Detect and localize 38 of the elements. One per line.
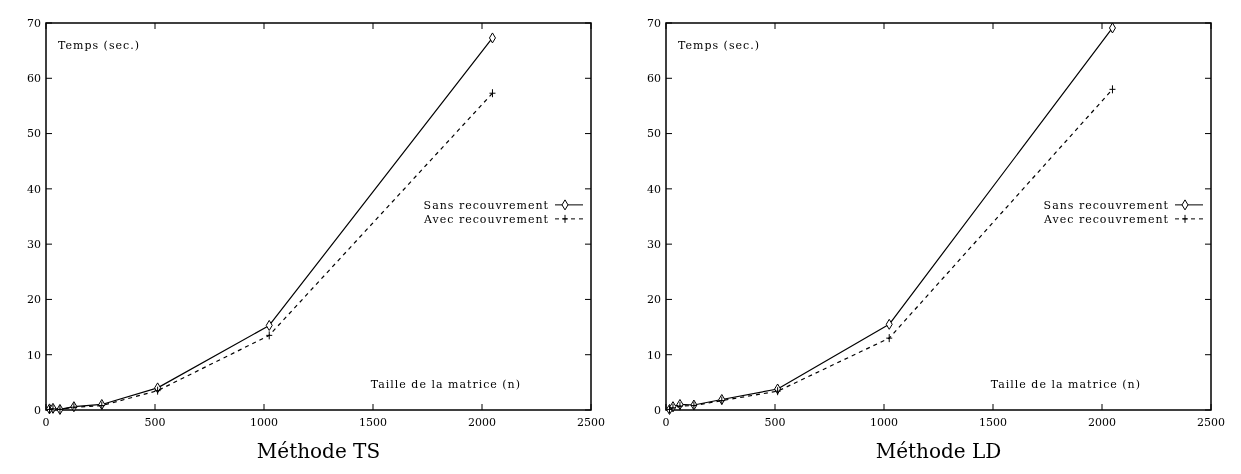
text: Méthode TS (256, 439, 381, 463)
y-tick-label: 30 (647, 237, 661, 251)
y-tick-label: 60 (647, 72, 661, 86)
legend-label: Sans recouvrement (423, 198, 549, 212)
x-tick-label: 2500 (1197, 416, 1225, 429)
y-tick-label: 20 (647, 293, 661, 307)
y-tick-label: 50 (647, 127, 661, 141)
x-tick-label: 1000 (250, 416, 278, 429)
y-tick-label: 60 (27, 72, 41, 86)
x-tick-label: 1000 (870, 416, 898, 429)
y-tick-label: 30 (27, 237, 41, 251)
x-tick-label: 0 (42, 416, 50, 429)
legend-label: Sans recouvrement (1043, 198, 1169, 212)
x-axis-title: Taille de la matrice (n) (370, 378, 521, 391)
y-tick-label: 40 (647, 182, 661, 196)
legend-label: Avec recouvrement (1043, 212, 1169, 226)
y-tick-label: 10 (647, 348, 661, 362)
x-tick-label: 2000 (1088, 416, 1116, 429)
y-axis-title: Temps (sec.) (678, 39, 761, 52)
x-tick-label: 0 (662, 416, 670, 429)
y-axis-title: Temps (sec.) (58, 39, 141, 52)
x-tick-label: 1500 (359, 416, 387, 429)
x-tick-label: 500 (144, 416, 166, 429)
y-tick-label: 50 (27, 127, 41, 141)
y-tick-label: 0 (654, 403, 661, 417)
y-tick-label: 20 (27, 293, 41, 307)
x-tick-label: 2500 (577, 416, 605, 429)
x-tick-label: 1500 (979, 416, 1007, 429)
y-tick-label: 70 (27, 16, 41, 30)
y-tick-label: 40 (27, 182, 41, 196)
x-axis-title: Taille de la matrice (n) (990, 378, 1141, 391)
text: Méthode LD (875, 439, 1002, 463)
x-tick-label: 2000 (468, 416, 496, 429)
x-tick-label: 500 (764, 416, 786, 429)
y-tick-label: 10 (27, 348, 41, 362)
y-tick-label: 70 (647, 16, 661, 30)
y-tick-label: 0 (34, 403, 41, 417)
legend-label: Avec recouvrement (423, 212, 549, 226)
